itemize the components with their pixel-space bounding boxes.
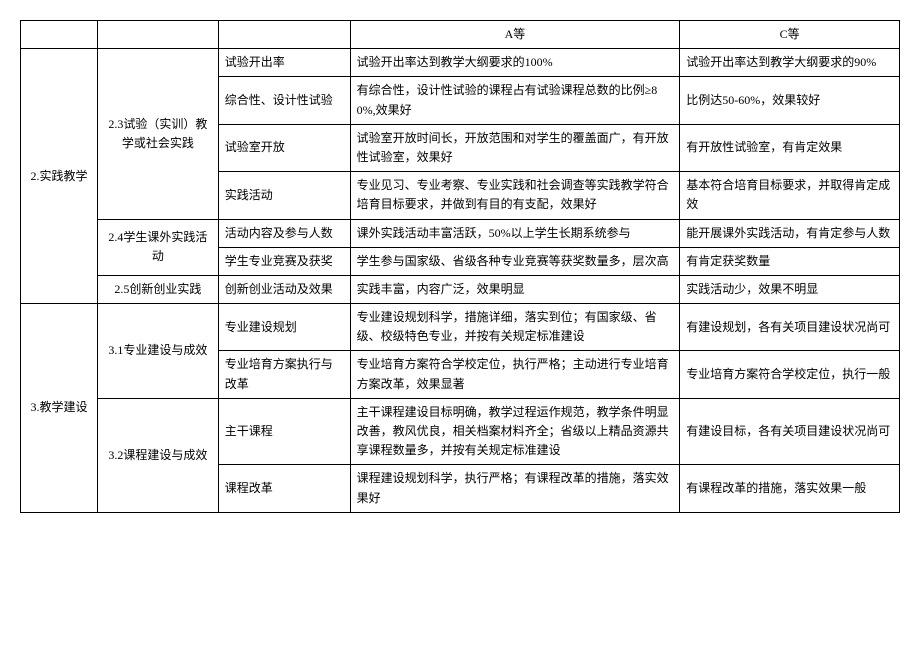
table-row: 2.5创新创业实践 创新创业活动及效果 实践丰富，内容广泛，效果明显 实践活动少… — [21, 275, 900, 303]
cell-indicator: 创新创业活动及效果 — [218, 275, 350, 303]
cell-grade-c: 试验开出率达到教学大纲要求的90% — [680, 49, 900, 77]
cell-grade-a: 有综合性，设计性试验的课程占有试验课程总数的比例≥80%,效果好 — [350, 77, 680, 124]
cell-grade-c: 实践活动少，效果不明显 — [680, 275, 900, 303]
cell-grade-a: 试验室开放时间长，开放范围和对学生的覆盖面广，有开放性试验室，效果好 — [350, 124, 680, 171]
cell-grade-c: 专业培育方案符合学校定位，执行一般 — [680, 351, 900, 398]
cell-indicator: 综合性、设计性试验 — [218, 77, 350, 124]
cell-indicator: 活动内容及参与人数 — [218, 219, 350, 247]
cell-grade-c: 比例达50-60%，效果较好 — [680, 77, 900, 124]
cell-grade-a: 课外实践活动丰富活跃，50%以上学生长期系统参与 — [350, 219, 680, 247]
subgroup-32: 3.2课程建设与成效 — [97, 398, 218, 512]
subgroup-25: 2.5创新创业实践 — [97, 275, 218, 303]
cell-grade-c: 有建设规划，各有关项目建设状况尚可 — [680, 304, 900, 351]
subgroup-31: 3.1专业建设与成效 — [97, 304, 218, 399]
cell-indicator: 试验开出率 — [218, 49, 350, 77]
cell-grade-a: 学生参与国家级、省级各种专业竞赛等获奖数量多，层次高 — [350, 247, 680, 275]
cell-indicator: 专业培育方案执行与改革 — [218, 351, 350, 398]
header-blank-1 — [21, 21, 98, 49]
cell-indicator: 主干课程 — [218, 398, 350, 465]
cell-grade-a: 专业培育方案符合学校定位，执行严格；主动进行专业培育方案改革，效果显著 — [350, 351, 680, 398]
header-grade-c: C等 — [680, 21, 900, 49]
cell-grade-c: 有建设目标，各有关项目建设状况尚可 — [680, 398, 900, 465]
header-blank-3 — [218, 21, 350, 49]
subgroup-23: 2.3试验（实训）教学或社会实践 — [97, 49, 218, 219]
table-row: 3.教学建设 3.1专业建设与成效 专业建设规划 专业建设规划科学，措施详细，落… — [21, 304, 900, 351]
cell-grade-a: 实践丰富，内容广泛，效果明显 — [350, 275, 680, 303]
cell-indicator: 学生专业竞赛及获奖 — [218, 247, 350, 275]
cell-grade-a: 专业建设规划科学，措施详细，落实到位；有国家级、省级、校级特色专业，并按有关规定… — [350, 304, 680, 351]
table-row: 3.2课程建设与成效 主干课程 主干课程建设目标明确，教学过程运作规范，教学条件… — [21, 398, 900, 465]
cell-grade-a: 课程建设规划科学，执行严格；有课程改革的措施，落实效果好 — [350, 465, 680, 512]
cell-grade-c: 基本符合培育目标要求，并取得肯定成效 — [680, 172, 900, 219]
table-row: 2.4学生课外实践活动 活动内容及参与人数 课外实践活动丰富活跃，50%以上学生… — [21, 219, 900, 247]
cell-grade-a: 主干课程建设目标明确，教学过程运作规范，教学条件明显改善，教风优良，相关档案材料… — [350, 398, 680, 465]
header-blank-2 — [97, 21, 218, 49]
group-teaching-construction: 3.教学建设 — [21, 304, 98, 513]
cell-grade-c: 有肯定获奖数量 — [680, 247, 900, 275]
cell-grade-c: 能开展课外实践活动，有肯定参与人数 — [680, 219, 900, 247]
subgroup-24: 2.4学生课外实践活动 — [97, 219, 218, 275]
group-practice-teaching: 2.实践教学 — [21, 49, 98, 304]
cell-indicator: 专业建设规划 — [218, 304, 350, 351]
cell-indicator: 试验室开放 — [218, 124, 350, 171]
cell-grade-a: 试验开出率达到教学大纲要求的100% — [350, 49, 680, 77]
cell-grade-a: 专业见习、专业考察、专业实践和社会调查等实践教学符合培育目标要求，并做到有目的有… — [350, 172, 680, 219]
evaluation-table: A等 C等 2.实践教学 2.3试验（实训）教学或社会实践 试验开出率 试验开出… — [20, 20, 900, 513]
cell-indicator: 课程改革 — [218, 465, 350, 512]
cell-grade-c: 有开放性试验室，有肯定效果 — [680, 124, 900, 171]
header-row: A等 C等 — [21, 21, 900, 49]
cell-indicator: 实践活动 — [218, 172, 350, 219]
table-row: 2.实践教学 2.3试验（实训）教学或社会实践 试验开出率 试验开出率达到教学大… — [21, 49, 900, 77]
cell-grade-c: 有课程改革的措施，落实效果一般 — [680, 465, 900, 512]
header-grade-a: A等 — [350, 21, 680, 49]
